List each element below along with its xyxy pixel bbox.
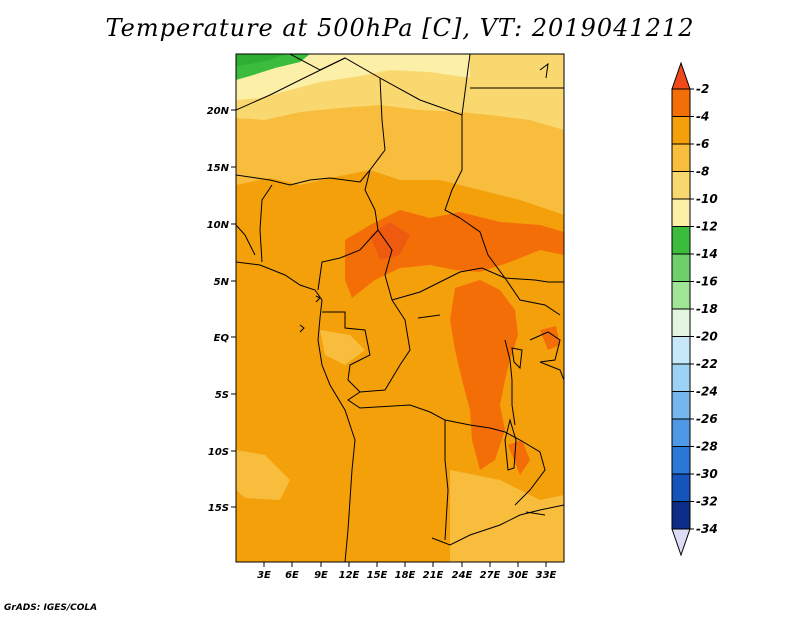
colorbar-label: -20 <box>696 330 718 344</box>
latitude-axis <box>231 109 236 508</box>
colorbar-label: -32 <box>696 495 718 509</box>
temperature-field <box>236 54 564 562</box>
lat-label: 15N <box>207 163 230 174</box>
colorbar-swatch <box>671 418 691 447</box>
colorbar-swatch <box>671 198 691 227</box>
lon-label: 21E <box>423 570 444 581</box>
colorbar-label: -28 <box>696 440 718 454</box>
colorbar-swatch <box>671 116 691 145</box>
colorbar-label: -8 <box>696 165 709 179</box>
colorbar-swatch <box>671 391 691 420</box>
lon-label: 12E <box>339 570 360 581</box>
lat-label: 15S <box>208 503 229 514</box>
colorbar-label: -24 <box>696 385 718 399</box>
colorbar-swatch <box>671 446 691 475</box>
colorbar-label: -10 <box>696 192 718 206</box>
colorbar-label: -2 <box>696 82 709 96</box>
colorbar-swatch <box>671 171 691 200</box>
colorbar-swatch <box>671 226 691 255</box>
lon-label: 3E <box>257 570 271 581</box>
lon-label: 6E <box>285 570 299 581</box>
map-frame <box>235 53 565 563</box>
lon-label: 24E <box>452 570 473 581</box>
colorbar-label: -4 <box>696 110 709 124</box>
colorbar-swatch <box>671 61 691 90</box>
lon-label: 18E <box>395 570 416 581</box>
colorbar-label: -22 <box>696 357 718 371</box>
colorbar: -2 -4 -6 -8 -10 -12 -14 -16 -18 -20 -22 -24 -26 -28 -3… <box>671 61 718 557</box>
colorbar-swatch <box>671 473 691 502</box>
colorbar-swatch <box>671 308 691 337</box>
colorbar-swatch <box>671 88 691 117</box>
colorbar-swatch <box>671 143 691 172</box>
colorbar-label: -16 <box>696 275 718 289</box>
colorbar-swatch <box>671 528 691 557</box>
colorbar-swatch <box>671 363 691 392</box>
lat-label: 10S <box>208 447 229 458</box>
lon-label: 27E <box>480 570 501 581</box>
map-title: Temperature at 500hPa [C], VT: 201904121… <box>105 14 695 42</box>
lat-label: 10N <box>207 220 230 231</box>
lat-label: 5N <box>214 277 230 288</box>
colorbar-label: -34 <box>696 522 718 536</box>
country-borders <box>236 54 564 562</box>
longitude-axis <box>263 562 547 567</box>
credit-text: GrADS: IGES/COLA <box>4 603 98 613</box>
lat-label: EQ <box>214 333 230 344</box>
colorbar-swatch <box>671 253 691 282</box>
lon-label: 30E <box>508 570 529 581</box>
colorbar-label: -18 <box>696 302 718 316</box>
lat-label: 5S <box>215 390 229 401</box>
colorbar-swatch <box>671 281 691 310</box>
lon-label: 9E <box>314 570 328 581</box>
colorbar-label: -30 <box>696 467 718 481</box>
colorbar-swatch <box>671 501 691 530</box>
colorbar-label: -6 <box>696 137 709 151</box>
colorbar-label: -26 <box>696 412 718 426</box>
lat-label: 20N <box>207 106 230 117</box>
colorbar-swatch <box>671 336 691 365</box>
lon-label: 33E <box>536 570 557 581</box>
lon-label: 15E <box>367 570 388 581</box>
colorbar-label: -12 <box>696 220 718 234</box>
colorbar-label: -14 <box>696 247 718 261</box>
